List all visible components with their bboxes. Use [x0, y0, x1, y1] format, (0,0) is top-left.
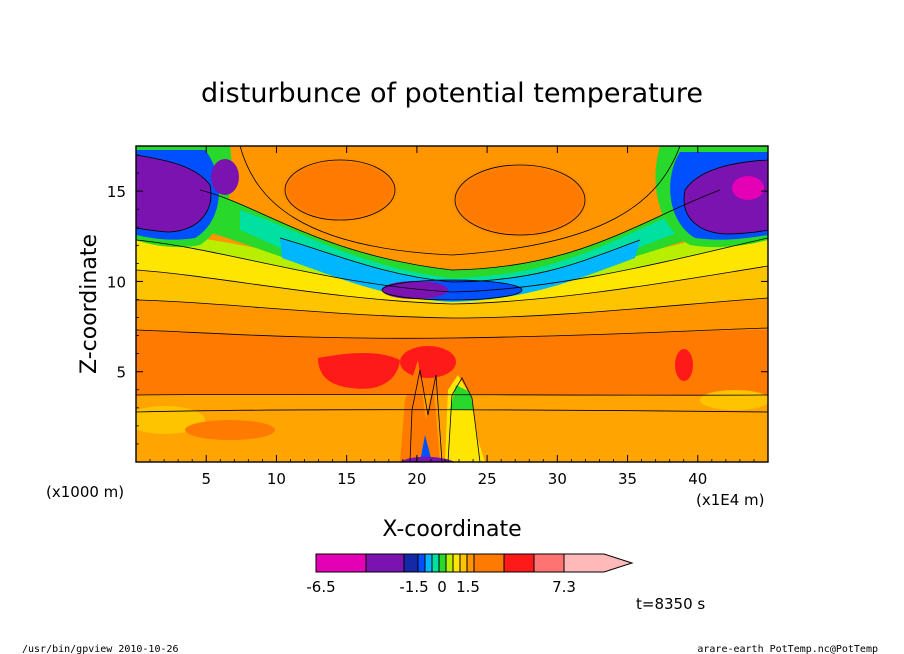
contour-lines — [136, 146, 768, 462]
x-tick-label: 25 — [478, 470, 497, 488]
y-tick-label: 15 — [107, 183, 126, 201]
x-tick-label: 10 — [267, 470, 286, 488]
colorbar-swatch — [315, 553, 367, 573]
x-tick-label: 30 — [548, 470, 567, 488]
footer-left: /usr/bin/gpview 2010-10-26 — [22, 644, 179, 654]
colorbar-swatch — [466, 553, 475, 573]
x-unit-left: (x1000 m) — [46, 483, 124, 501]
field-upper-right-lobe — [455, 165, 585, 235]
field-band-4 — [136, 238, 768, 304]
colorbar-swatch — [365, 553, 405, 573]
colorbar-swatch — [417, 553, 426, 573]
field-plume-purple — [400, 456, 455, 462]
x-tick-label: 35 — [618, 470, 637, 488]
colorbar-swatch — [452, 553, 461, 573]
field-low-yellow-2 — [700, 390, 768, 410]
y-tick-label: 5 — [116, 364, 126, 382]
field-red-cell-2 — [400, 346, 456, 378]
colorbar-tick-label: 0 — [437, 578, 447, 596]
x-tick-label: 15 — [337, 470, 356, 488]
colorbar-swatch — [503, 553, 535, 573]
field-left-purple — [136, 155, 211, 232]
colorbar-tick-label: 1.5 — [456, 578, 480, 596]
x-axis-label: X-coordinate — [382, 517, 521, 542]
plot-frame — [135, 145, 769, 463]
x-unit-right: (x1E4 m) — [696, 491, 765, 509]
y-axis: 5 10 15 — [107, 154, 768, 445]
field-band-3 — [136, 266, 768, 318]
colorbar-swatch — [459, 553, 468, 573]
time-label: t=8350 s — [636, 595, 705, 613]
colorbar-swatch — [403, 553, 419, 573]
field-plume-left — [400, 360, 440, 462]
field-red-cell-1 — [318, 353, 400, 389]
footer-right: arare-earth_PotTemp.nc@PotTemp — [697, 644, 878, 654]
chart-title: disturbunce of potential temperature — [201, 78, 703, 109]
colorbar — [315, 553, 634, 573]
x-tick-label: 40 — [688, 470, 707, 488]
colorbar-tick-label: -1.5 — [399, 578, 428, 596]
x-tick-label: 20 — [407, 470, 426, 488]
plot-area — [135, 145, 769, 463]
x-tick-label: 5 — [201, 470, 211, 488]
field-band-5 — [136, 225, 768, 292]
field-plume-blue — [420, 435, 432, 462]
field-plume-green — [450, 385, 474, 410]
colorbar-swatch — [431, 553, 440, 573]
field-red-cell-3 — [675, 349, 693, 381]
colorbar-swatch — [438, 553, 447, 573]
y-axis-label: Z-coordinate — [77, 234, 102, 374]
colorbar-labels: -6.5 -1.5 0 1.5 7.3 — [306, 578, 576, 596]
field-upper-left-lobe — [285, 160, 395, 220]
field-purple-core — [382, 281, 448, 299]
heatmap-field — [136, 146, 768, 462]
colorbar-swatch — [424, 553, 433, 573]
colorbar-arrow — [563, 553, 634, 573]
colorbar-tick-label: -6.5 — [306, 578, 335, 596]
field-left-purple-cell — [211, 159, 239, 195]
colorbar-tick-label: 7.3 — [552, 578, 576, 596]
field-lightblue-arc — [280, 238, 640, 302]
colorbar-swatch — [445, 553, 454, 573]
y-tick-label: 10 — [107, 273, 126, 291]
colorbar-swatch — [473, 553, 505, 573]
x-axis: 5 10 15 20 25 30 35 40 — [149, 146, 755, 488]
colorbar-swatch — [533, 553, 565, 573]
field-low-orange-1 — [185, 420, 275, 440]
field-right-magenta — [732, 176, 764, 200]
